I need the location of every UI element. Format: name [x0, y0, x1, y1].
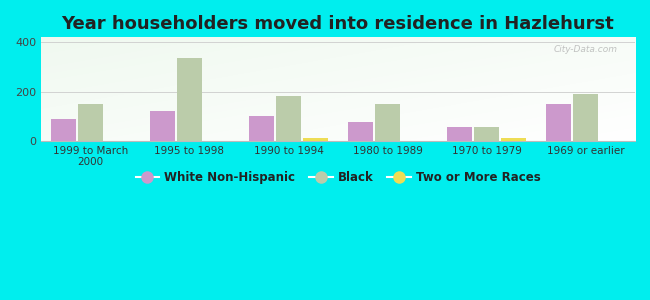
Bar — [348, 122, 373, 141]
Legend: White Non-Hispanic, Black, Two or More Races: White Non-Hispanic, Black, Two or More R… — [131, 166, 545, 189]
Bar — [573, 94, 598, 141]
Bar — [177, 58, 202, 141]
Bar — [303, 138, 328, 141]
Bar — [547, 104, 571, 141]
Bar — [375, 104, 400, 141]
Bar — [474, 127, 499, 141]
Bar — [447, 127, 472, 141]
Title: Year householders moved into residence in Hazlehurst: Year householders moved into residence i… — [62, 15, 614, 33]
Bar — [276, 96, 301, 141]
Bar — [501, 138, 525, 141]
Bar — [51, 118, 76, 141]
Bar — [78, 104, 103, 141]
Text: City-Data.com: City-Data.com — [553, 45, 618, 54]
Bar — [250, 116, 274, 141]
Bar — [150, 111, 175, 141]
